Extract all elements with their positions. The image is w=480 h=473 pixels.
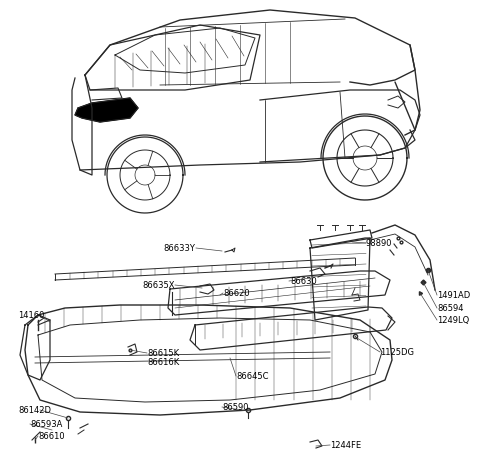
Text: 1125DG: 1125DG bbox=[380, 348, 414, 357]
Text: 1491AD: 1491AD bbox=[437, 290, 470, 299]
Text: 86635X: 86635X bbox=[143, 280, 175, 289]
Text: 86610: 86610 bbox=[38, 431, 65, 440]
Text: 86620: 86620 bbox=[223, 289, 250, 298]
Text: 86142D: 86142D bbox=[18, 405, 51, 414]
Text: 86630: 86630 bbox=[290, 277, 317, 286]
Text: 86645C: 86645C bbox=[236, 371, 268, 380]
Text: 86594: 86594 bbox=[437, 304, 464, 313]
Polygon shape bbox=[75, 98, 138, 122]
Text: 86616K: 86616K bbox=[147, 358, 179, 367]
Text: 86590: 86590 bbox=[222, 403, 249, 412]
Text: 1249LQ: 1249LQ bbox=[437, 315, 469, 324]
Text: 98890: 98890 bbox=[366, 238, 393, 247]
Text: 86593A: 86593A bbox=[30, 420, 62, 429]
Text: 86615K: 86615K bbox=[147, 349, 179, 358]
Text: 86633Y: 86633Y bbox=[163, 244, 195, 253]
Text: 1244FE: 1244FE bbox=[330, 440, 361, 449]
Text: 14160: 14160 bbox=[18, 310, 44, 319]
